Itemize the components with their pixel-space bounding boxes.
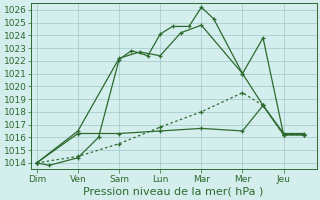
- X-axis label: Pression niveau de la mer( hPa ): Pression niveau de la mer( hPa ): [84, 187, 264, 197]
